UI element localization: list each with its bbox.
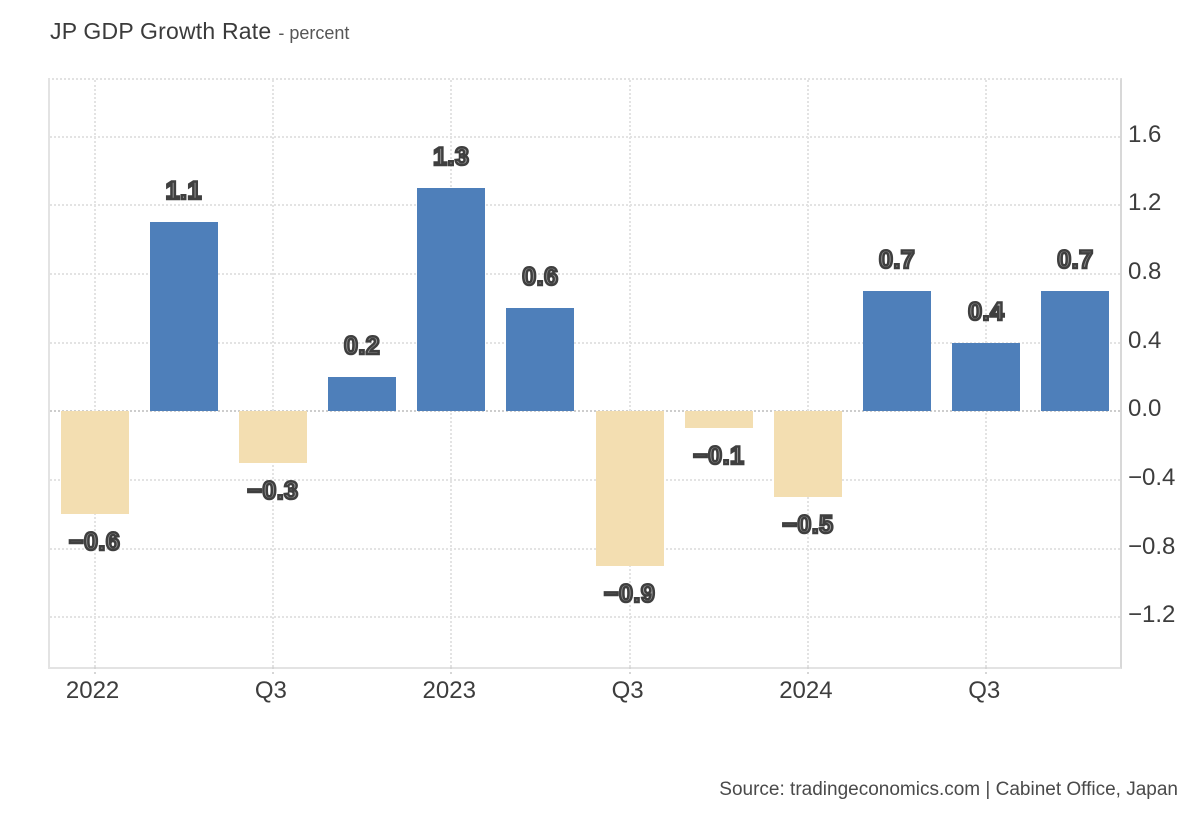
x-tick-label: Q3 (611, 677, 644, 704)
x-gridline (806, 80, 809, 667)
bar[interactable] (595, 411, 664, 566)
y-tick-label: −1.2 (1128, 601, 1176, 629)
bar-value-label: 1.1 (164, 176, 202, 207)
source-note: Source: tradingeconomics.com | Cabinet O… (719, 779, 1178, 800)
bar[interactable] (684, 411, 753, 429)
y-tick-label: 1.2 (1128, 189, 1162, 217)
y-gridline (50, 547, 1120, 550)
bar[interactable] (328, 376, 397, 412)
bar[interactable] (773, 411, 842, 498)
x-gridline (93, 80, 96, 667)
y-gridline (50, 272, 1120, 275)
y-tick-label: 0.0 (1128, 395, 1162, 423)
bar-value-label: 0.6 (521, 262, 559, 293)
y-gridline (50, 204, 1120, 207)
bar-value-label: −0.5 (781, 510, 834, 541)
x-tick-label: 2022 (65, 677, 120, 704)
x-gridline (271, 80, 274, 667)
bar[interactable] (149, 222, 218, 412)
y-tick-label: 1.6 (1128, 120, 1162, 148)
x-axis-tick (450, 667, 453, 674)
bar[interactable] (417, 188, 486, 412)
y-tick-label: 0.4 (1128, 326, 1162, 354)
bar-value-label: −0.6 (68, 527, 121, 558)
bar[interactable] (238, 411, 307, 463)
x-axis-tick (628, 667, 631, 674)
page-title: JP GDP Growth Rate (50, 18, 272, 44)
bar-value-label: −0.3 (246, 476, 299, 507)
bar-value-label: 1.3 (432, 142, 470, 173)
bar[interactable] (506, 308, 575, 412)
x-axis-tick (985, 667, 988, 674)
plot-area: −0.6 1.1 −0.3 0.2 1.3 0.6 −0.9 −0.1 −0.5 0.7 0.4 0.… (48, 78, 1122, 674)
chart-header: JP GDP Growth Rate - percent (50, 18, 349, 45)
x-axis-tick (806, 667, 809, 674)
bar-value-label: −0.1 (692, 441, 745, 472)
y-gridline (50, 341, 1120, 344)
y-tick-label: −0.8 (1128, 532, 1176, 560)
bar-value-label: 0.7 (1056, 245, 1094, 276)
x-axis-tick (93, 667, 96, 674)
bar[interactable] (952, 342, 1021, 412)
bar-value-label: 0.2 (343, 331, 381, 362)
x-tick-label: 2023 (422, 677, 476, 704)
bar-value-label: 0.4 (967, 296, 1005, 327)
x-axis-labels: 2022 Q3 2023 Q3 2024 Q3 (48, 676, 1118, 706)
y-tick-label: 0.8 (1128, 257, 1162, 285)
y-gridline (50, 478, 1120, 481)
bar[interactable] (1041, 291, 1110, 412)
x-tick-label: Q3 (968, 677, 1001, 704)
y-tick-label: −0.4 (1128, 463, 1176, 491)
bar[interactable] (863, 291, 932, 412)
x-tick-label: 2024 (779, 677, 833, 704)
page-subtitle: - percent (278, 23, 350, 43)
y-gridline (50, 616, 1120, 619)
zero-gridline (50, 410, 1120, 413)
x-gridline (628, 80, 631, 667)
bar[interactable] (60, 411, 129, 515)
y-gridline (50, 135, 1120, 138)
x-axis-tick (271, 667, 274, 674)
bar-value-label: −0.9 (603, 578, 656, 609)
y-axis-labels: 1.6 1.2 0.8 0.4 0.0 −0.4 −0.8 −1.2 (1118, 78, 1200, 665)
x-tick-label: Q3 (254, 677, 287, 704)
bar-value-label: 0.7 (878, 245, 916, 276)
